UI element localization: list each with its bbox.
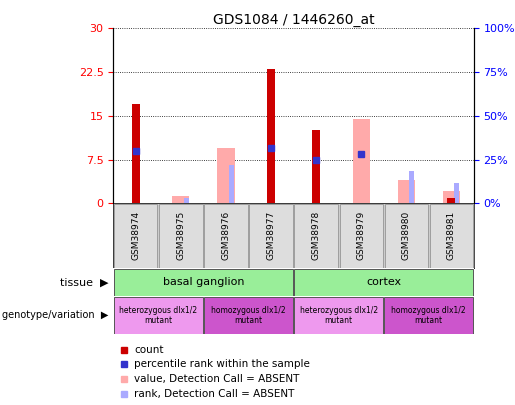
Text: tissue  ▶: tissue ▶ xyxy=(60,277,108,288)
Text: GSM38981: GSM38981 xyxy=(447,211,456,260)
Text: value, Detection Call = ABSENT: value, Detection Call = ABSENT xyxy=(134,374,299,384)
Bar xyxy=(173,196,190,203)
Text: GSM38977: GSM38977 xyxy=(267,211,276,260)
Text: homozygous dlx1/2
mutant: homozygous dlx1/2 mutant xyxy=(211,306,286,325)
Text: heterozygous dlx1/2
mutant: heterozygous dlx1/2 mutant xyxy=(119,306,197,325)
Bar xyxy=(204,297,293,334)
Text: heterozygous dlx1/2
mutant: heterozygous dlx1/2 mutant xyxy=(300,306,377,325)
Text: cortex: cortex xyxy=(366,277,401,288)
Bar xyxy=(353,119,370,203)
Text: GSM38979: GSM38979 xyxy=(357,211,366,260)
Text: count: count xyxy=(134,345,163,354)
Text: percentile rank within the sample: percentile rank within the sample xyxy=(134,360,310,369)
FancyBboxPatch shape xyxy=(295,204,338,268)
FancyBboxPatch shape xyxy=(385,204,428,268)
Bar xyxy=(312,130,320,203)
Title: GDS1084 / 1446260_at: GDS1084 / 1446260_at xyxy=(213,13,374,27)
Bar xyxy=(398,180,415,203)
Text: GSM38976: GSM38976 xyxy=(221,211,230,260)
Bar xyxy=(132,104,140,203)
Bar xyxy=(114,269,293,296)
Bar xyxy=(229,165,234,203)
Text: GSM38980: GSM38980 xyxy=(402,211,410,260)
Bar xyxy=(294,269,473,296)
FancyBboxPatch shape xyxy=(430,204,473,268)
FancyBboxPatch shape xyxy=(339,204,383,268)
Text: GSM38975: GSM38975 xyxy=(177,211,185,260)
Text: rank, Detection Call = ABSENT: rank, Detection Call = ABSENT xyxy=(134,389,294,399)
Text: GSM38978: GSM38978 xyxy=(312,211,320,260)
Bar xyxy=(294,297,383,334)
Bar xyxy=(267,69,275,203)
Text: genotype/variation  ▶: genotype/variation ▶ xyxy=(2,310,108,320)
Text: GSM38974: GSM38974 xyxy=(131,211,140,260)
Bar xyxy=(217,148,234,203)
Text: basal ganglion: basal ganglion xyxy=(163,277,244,288)
FancyBboxPatch shape xyxy=(249,204,293,268)
Bar xyxy=(183,198,189,203)
FancyBboxPatch shape xyxy=(204,204,248,268)
Bar xyxy=(443,190,460,203)
Bar xyxy=(447,198,455,203)
FancyBboxPatch shape xyxy=(159,204,202,268)
Bar xyxy=(384,297,473,334)
Text: homozygous dlx1/2
mutant: homozygous dlx1/2 mutant xyxy=(391,306,466,325)
Bar xyxy=(409,171,414,203)
FancyBboxPatch shape xyxy=(114,204,158,268)
Bar xyxy=(454,183,459,203)
Bar xyxy=(114,297,203,334)
